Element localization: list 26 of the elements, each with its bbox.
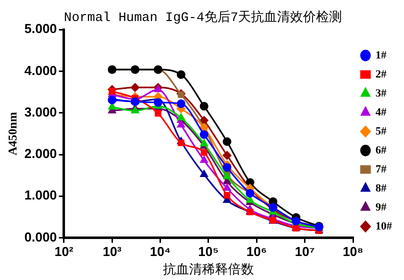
x-tick-label: 10² [54,244,74,260]
x-tick-label: 10⁴ [150,244,171,260]
legend-label: 10# [376,220,392,232]
legend-label: 9# [376,201,387,214]
x-tick-label: 10⁵ [198,244,219,260]
y-tick-label: 5.000 [24,21,57,36]
legend-label: 5# [376,125,387,138]
legend-label: 3# [376,87,387,100]
y-tick-label: 1.000 [24,188,57,203]
y-tick-label: 0.000 [24,229,57,244]
legend-label: 4# [376,106,387,118]
legend-label: 1# [376,49,387,62]
legend-label: 7# [376,163,387,176]
x-tick-label: 10³ [102,244,122,260]
x-tick-label: 10⁸ [342,244,364,260]
x-axis-title: 抗血清稀释倍数 [162,262,254,278]
x-tick-label: 10⁶ [246,244,267,260]
y-tick-label: 4.000 [24,62,57,78]
y-tick-label: 2.000 [24,146,57,162]
y-tick-label: 3.000 [24,104,57,120]
legend-label: 6# [376,144,387,156]
x-tick-label: 10⁷ [294,244,315,260]
legend-label: 2# [376,68,387,80]
legend-label: 8# [376,182,387,194]
chart-title: Normal Human IgG-4免后7天抗血清效价检测 [64,10,342,26]
y-axis-title: A450nm [5,112,20,156]
